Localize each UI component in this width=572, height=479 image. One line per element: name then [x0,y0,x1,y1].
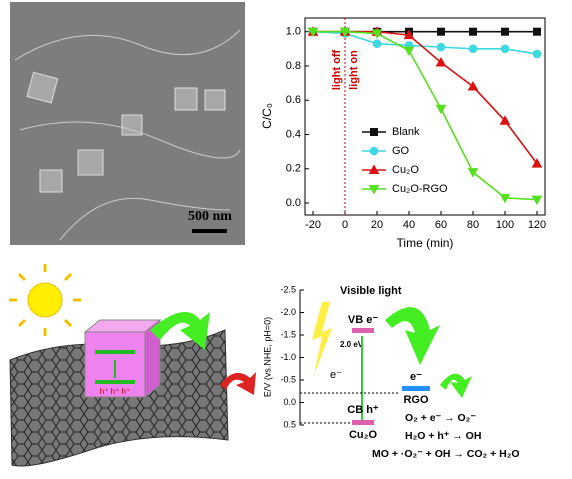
x-tick-label: -20 [305,219,321,231]
y-tick-label: 0.6 [286,94,301,106]
red-arrow [220,372,256,395]
marker [467,168,479,178]
marker [436,42,446,52]
equation: O₂ + e⁻ → O₂⁻ [405,412,476,424]
y-tick-label: 0.2 [286,163,301,175]
plot-frame [304,17,546,216]
marker [469,27,477,36]
green-arrow [440,373,472,398]
marker [368,164,380,174]
cu2o-label: Cu₂O [349,429,378,441]
marker [467,81,479,91]
marker [403,29,415,40]
scale-bar [192,229,227,233]
marker [307,27,319,38]
series-line [313,30,538,201]
vb-label: VB e⁻ [348,314,378,326]
legend-label: Cu₂O-RGO [392,183,448,195]
sem-cubes [26,71,226,193]
visible-light-label: Visible light [340,285,402,297]
energy-tick-label: -2.0 [280,307,296,317]
marker [532,49,542,59]
sem-wrinkles [14,29,241,241]
energy-tick-label: -1.5 [280,329,296,339]
equation: H₂O + h⁺ → OH [405,430,481,442]
y-tick-label: 1.0 [286,26,301,38]
legend-label: Blank [392,126,420,138]
graphene-lattice [10,330,228,466]
annotation: light on [348,50,360,90]
marker [403,46,415,57]
x-tick-label: 60 [435,219,447,231]
x-tick-label: 0 [342,219,348,231]
cube-holes: h⁺ h⁺ h⁺ [100,387,130,396]
marker [437,27,445,36]
vb-band [352,328,374,333]
y-axis-label: C/C₀ [260,103,274,129]
y-tick-label: 0.8 [286,60,301,72]
scale-bar-label: 500 nm [188,209,232,224]
marker [370,128,378,136]
energy-tick-label: -2.5 [280,284,296,294]
marker [368,185,380,195]
equation: MO + ·O₂⁻ + OH → CO₂ + H₂O [372,448,520,460]
annotation: light off [331,50,343,91]
marker [531,158,543,168]
marker [371,29,383,39]
marker [372,39,382,48]
energy-tick-label: -0.5 [280,374,296,384]
cb-label: CB h⁺ [347,404,379,416]
x-tick-label: 120 [528,219,546,231]
green-arrow [150,312,210,350]
marker [533,27,541,36]
sun [9,264,81,336]
x-tick-label: 80 [467,219,479,231]
x-tick-label: 40 [403,219,415,231]
marker [339,27,351,38]
marker [500,44,510,54]
marker [501,27,509,36]
legend-label: GO [392,145,410,157]
lightning [312,302,332,375]
green-arrow [385,307,440,365]
cb-band [352,420,374,425]
y-tick-label: 0.0 [286,197,301,209]
cu2o-cube [83,318,162,399]
marker [435,104,447,115]
marker [369,146,379,156]
y-tick-label: 0.4 [286,128,301,140]
x-tick-label: 20 [371,219,383,231]
series-line [312,30,538,55]
marker [499,115,511,125]
electron-label: e⁻ [330,369,342,381]
x-tick-label: 100 [496,219,514,231]
marker [468,44,478,54]
marker [499,193,511,204]
marker [531,195,543,206]
legend-label: Cu₂O [392,164,419,176]
energy-tick-label: 0.0 [283,397,296,407]
rgo-electron-label: e⁻ [410,371,422,383]
energy-tick-label: 0.5 [283,419,296,429]
marker [435,57,447,67]
gap-label: 2.0 eV [340,340,364,349]
energy-tick-label: -1.0 [280,352,296,362]
rgo-label: RGO [403,394,429,406]
rgo-band [402,386,430,391]
x-axis-label: Time (min) [397,236,454,250]
energy-axis-label: E/V (vs.NHE, pH=0) [262,317,272,397]
